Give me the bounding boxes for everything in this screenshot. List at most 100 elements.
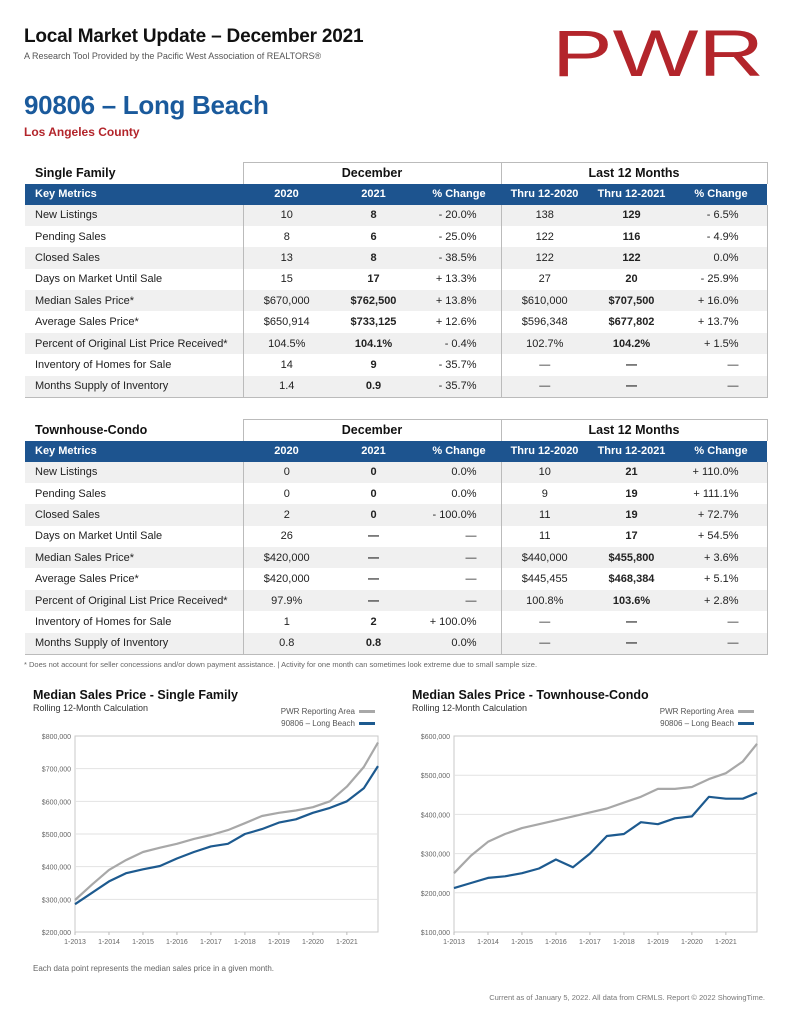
- x-tick-label: 1-2017: [200, 939, 222, 946]
- y-tick-label: $200,000: [42, 930, 71, 937]
- table-cell: 21: [588, 461, 675, 483]
- table-cell: —: [626, 615, 637, 628]
- table-cell: 27: [500, 268, 588, 291]
- table-cell: 8: [330, 204, 417, 226]
- table-cell: 116: [622, 230, 641, 243]
- table-cell: - 6.5%: [675, 204, 768, 226]
- table-cell: 122: [500, 247, 588, 269]
- column-header: 2020: [243, 183, 330, 205]
- x-tick-label: 1-2021: [336, 939, 358, 946]
- legend-label: 90806 – Long Beach: [281, 719, 355, 728]
- table-cell: 0.0%: [675, 247, 768, 269]
- table-body: New Listings 10 8- 20.0% 138 129- 6.5% Pendin…: [25, 204, 768, 398]
- column-header-row: Key Metrics 2020 2021 % Change Thru 12-2…: [25, 183, 768, 205]
- chart-legend: PWR Reporting Area 90806 – Long Beach: [660, 706, 754, 730]
- metric-label: Pending Sales: [35, 487, 106, 500]
- group-december: December: [242, 419, 501, 441]
- chart-legend: PWR Reporting Area 90806 – Long Beach: [281, 706, 375, 730]
- chart-single-family: Median Sales Price - Single Family Rolli…: [33, 688, 383, 958]
- column-header: 2021: [330, 183, 417, 205]
- table-cell: 122: [588, 247, 675, 269]
- table-cell: 2: [370, 615, 377, 628]
- metric-label: Average Sales Price*: [35, 316, 139, 329]
- table-cell: - 35.7%: [438, 358, 477, 371]
- y-tick-label: $600,000: [421, 734, 450, 741]
- y-tick-label: $200,000: [421, 891, 450, 898]
- table-cell: 0.0%: [417, 461, 501, 483]
- group-december: December: [242, 162, 501, 184]
- table-row-inventory: Inventory of Homes for Sale 1 2 + 100.0% — — —: [25, 611, 768, 633]
- table-row-months-supply: Months Supply of Inventory 0.8 0.8 0.0% — — —: [25, 632, 768, 655]
- y-tick-label: $400,000: [42, 865, 71, 872]
- table-cell: 104.2%: [588, 332, 675, 355]
- table-cell: —: [675, 354, 768, 376]
- table-cell: - 25.0%: [438, 230, 477, 243]
- table-cell: —: [588, 632, 675, 655]
- table-cell: 0: [242, 482, 330, 505]
- table-cell: - 38.5%: [417, 247, 501, 269]
- table-cell: —: [417, 547, 501, 569]
- pwr-logo: PWR: [552, 22, 764, 80]
- metric-label: New Listings: [25, 204, 243, 226]
- table-row-average-sales-price: Average Sales Price* $420,000 — — $445,455 $4…: [25, 568, 768, 590]
- legend-label: PWR Reporting Area: [280, 707, 355, 716]
- credit-line: Current as of January 5, 2022. All data …: [489, 993, 765, 1002]
- table-cell: + 72.7%: [675, 504, 768, 526]
- table-cell: 129: [588, 204, 675, 226]
- metric-label: Inventory of Homes for Sale: [35, 615, 172, 628]
- table-cell: —: [368, 573, 379, 586]
- metric-label: Median Sales Price*: [25, 547, 243, 569]
- column-header: Thru 12-2021: [588, 440, 675, 462]
- metric-label: Pending Sales: [35, 230, 106, 243]
- table-cell: —: [500, 354, 588, 376]
- series-line-long-beach: [453, 791, 758, 890]
- table-cell: 6: [370, 230, 377, 243]
- table-body: New Listings 0 0 0.0% 10 21 + 110.0% Pending Sa…: [25, 461, 768, 655]
- table-cell: —: [368, 530, 379, 543]
- table-cell: 104.5%: [242, 332, 330, 355]
- chart-title: Median Sales Price - Single Family: [33, 688, 238, 702]
- table-row-closed-sales: Closed Sales 2 0- 100.0% 11 19 + 72.7%: [25, 504, 768, 526]
- table-cell: 0.9: [330, 375, 417, 398]
- table-row-pending-sales: Pending Sales 8 6 - 25.0% 122 116 - 4.9%: [25, 225, 768, 248]
- legend-item: PWR Reporting Area: [660, 706, 754, 718]
- metric-label: Percent of Original List Price Received*: [25, 332, 243, 355]
- metric-label: Average Sales Price*: [35, 573, 139, 586]
- table-cell: $707,500: [588, 290, 675, 312]
- table-cell: 97.9%: [242, 589, 330, 612]
- table-cell: 17: [625, 530, 638, 543]
- legend-label: 90806 – Long Beach: [660, 719, 734, 728]
- table-cell: + 13.7%: [675, 311, 768, 333]
- table-row-days-on-market: Days on Market Until Sale 15 17 + 13.3% 27 20…: [25, 268, 768, 291]
- table-cell: 9: [500, 482, 588, 505]
- table-cell: 0.0%: [451, 487, 477, 500]
- table-cell: 0.0%: [417, 632, 501, 655]
- x-tick-label: 1-2014: [477, 939, 499, 946]
- column-header: % Change: [417, 440, 501, 462]
- table-cell: —: [588, 375, 675, 398]
- table-cell: 8: [242, 225, 330, 248]
- y-tick-label: $500,000: [421, 773, 450, 780]
- group-last-12-months: Last 12 Months: [500, 419, 768, 441]
- table-row-months-supply: Months Supply of Inventory 1.4 0.9- 35.7% —…: [25, 375, 768, 398]
- column-header-row: Key Metrics 2020 2021 % Change Thru 12-2…: [25, 440, 768, 462]
- metric-label: Days on Market Until Sale: [35, 530, 163, 543]
- table-cell: 1.4: [242, 375, 330, 398]
- table-cell: 138: [500, 204, 588, 226]
- table-cell: + 13.8%: [417, 290, 501, 312]
- table-cell: $677,802: [608, 316, 655, 329]
- x-tick-label: 1-2017: [579, 939, 601, 946]
- table-cell: 19: [588, 504, 675, 526]
- area-title: 90806 – Long Beach: [24, 90, 269, 120]
- table-cell: 0: [330, 461, 417, 483]
- table-cell: 20: [625, 273, 638, 286]
- table-row-closed-sales: Closed Sales 13 8- 38.5% 122 122 0.0%: [25, 247, 768, 269]
- column-header: Key Metrics: [25, 440, 243, 462]
- table-row-pct-list-price-received: Percent of Original List Price Received*…: [25, 589, 768, 612]
- metric-label: Percent of Original List Price Received*: [25, 589, 243, 612]
- metric-label: Days on Market Until Sale: [35, 273, 163, 286]
- table-cell: —: [675, 611, 768, 633]
- x-tick-label: 1-2013: [443, 939, 465, 946]
- table-cell: + 12.6%: [435, 316, 477, 329]
- table-cell: 0.8: [242, 632, 330, 655]
